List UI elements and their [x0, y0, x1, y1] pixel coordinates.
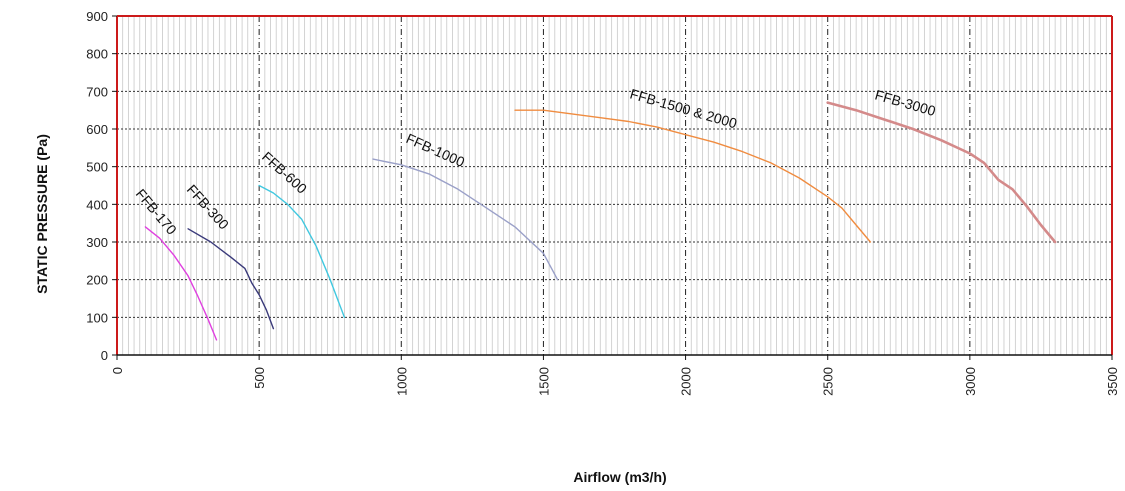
- series-line: [144, 226, 218, 341]
- y-tick-label: 500: [86, 160, 108, 175]
- series-line: [826, 101, 1057, 244]
- grid: [117, 16, 1112, 355]
- x-tick-label: 1500: [536, 367, 551, 396]
- series-line: [372, 158, 559, 281]
- axes: [112, 15, 1113, 360]
- x-tick-label: 3500: [1105, 367, 1120, 396]
- y-tick-label: 700: [86, 84, 108, 99]
- series-line: [258, 184, 346, 318]
- y-tick-label: 300: [86, 235, 108, 250]
- series-line: [187, 228, 275, 330]
- y-tick-label: 600: [86, 122, 108, 137]
- series-lines: [144, 101, 1057, 341]
- y-tick-label: 100: [86, 310, 108, 325]
- y-tick-label: 400: [86, 197, 108, 212]
- x-tick-label: 1000: [394, 367, 409, 396]
- x-tick-label: 2000: [679, 367, 694, 396]
- y-axis-title: STATIC PRESSURE (Pa): [34, 134, 50, 294]
- y-tick-label: 800: [86, 47, 108, 62]
- y-tick-label: 900: [86, 9, 108, 24]
- y-tick-label: 200: [86, 273, 108, 288]
- x-tick-label: 500: [252, 367, 267, 389]
- x-axis-title: Airflow (m3/h): [573, 469, 666, 485]
- tick-labels: 0 100 200 300 400 500 600 700 800 900 0 500 1000 1500…: [86, 9, 1120, 396]
- series-line: [514, 109, 872, 243]
- x-tick-label: 0: [110, 367, 125, 374]
- x-tick-label: 3000: [963, 367, 978, 396]
- x-tick-label: 2500: [821, 367, 836, 396]
- y-tick-label: 0: [101, 348, 108, 363]
